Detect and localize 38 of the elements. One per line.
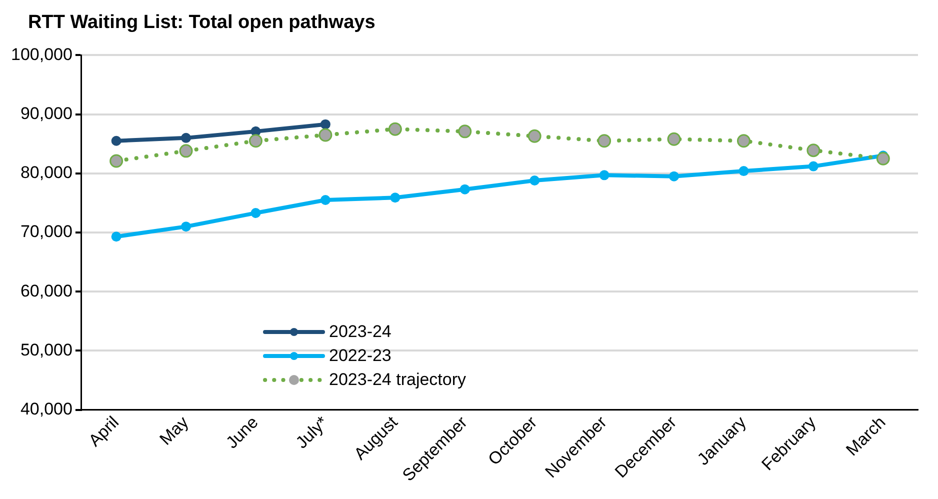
legend-label: 2023-24 trajectory [329, 370, 466, 390]
point [598, 134, 612, 148]
point [111, 232, 122, 242]
point [808, 161, 818, 172]
point [460, 184, 470, 194]
legend-label: 2023-24 [329, 322, 392, 342]
y-tick-label: 50,000 [20, 340, 72, 360]
point [320, 194, 330, 205]
point [669, 171, 680, 182]
y-tick-label: 80,000 [20, 163, 72, 182]
y-tick-label: 40,000 [20, 399, 72, 418]
y-tick-label: 70,000 [20, 222, 72, 242]
point [806, 144, 820, 158]
point [181, 222, 192, 232]
point [318, 128, 332, 142]
y-tick-label: 90,000 [20, 104, 72, 123]
point [738, 166, 749, 176]
point [248, 134, 262, 148]
point [530, 175, 540, 186]
point [458, 124, 472, 138]
point [250, 208, 261, 218]
x-tick-label: May [156, 412, 193, 449]
point [179, 144, 193, 158]
y-tick-label: 60,000 [20, 281, 72, 300]
point [736, 134, 750, 148]
y-tick-label: 100,000 [11, 44, 72, 64]
point [388, 122, 402, 136]
point [111, 136, 122, 146]
point [390, 192, 400, 203]
point [876, 152, 890, 166]
point [110, 154, 124, 168]
point [667, 132, 681, 146]
point [599, 170, 610, 180]
point [528, 129, 542, 143]
legend-label: 2022-23 [329, 346, 392, 366]
point [181, 132, 192, 143]
chart-title: RTT Waiting List: Total open pathways [28, 12, 376, 34]
point [320, 119, 330, 130]
